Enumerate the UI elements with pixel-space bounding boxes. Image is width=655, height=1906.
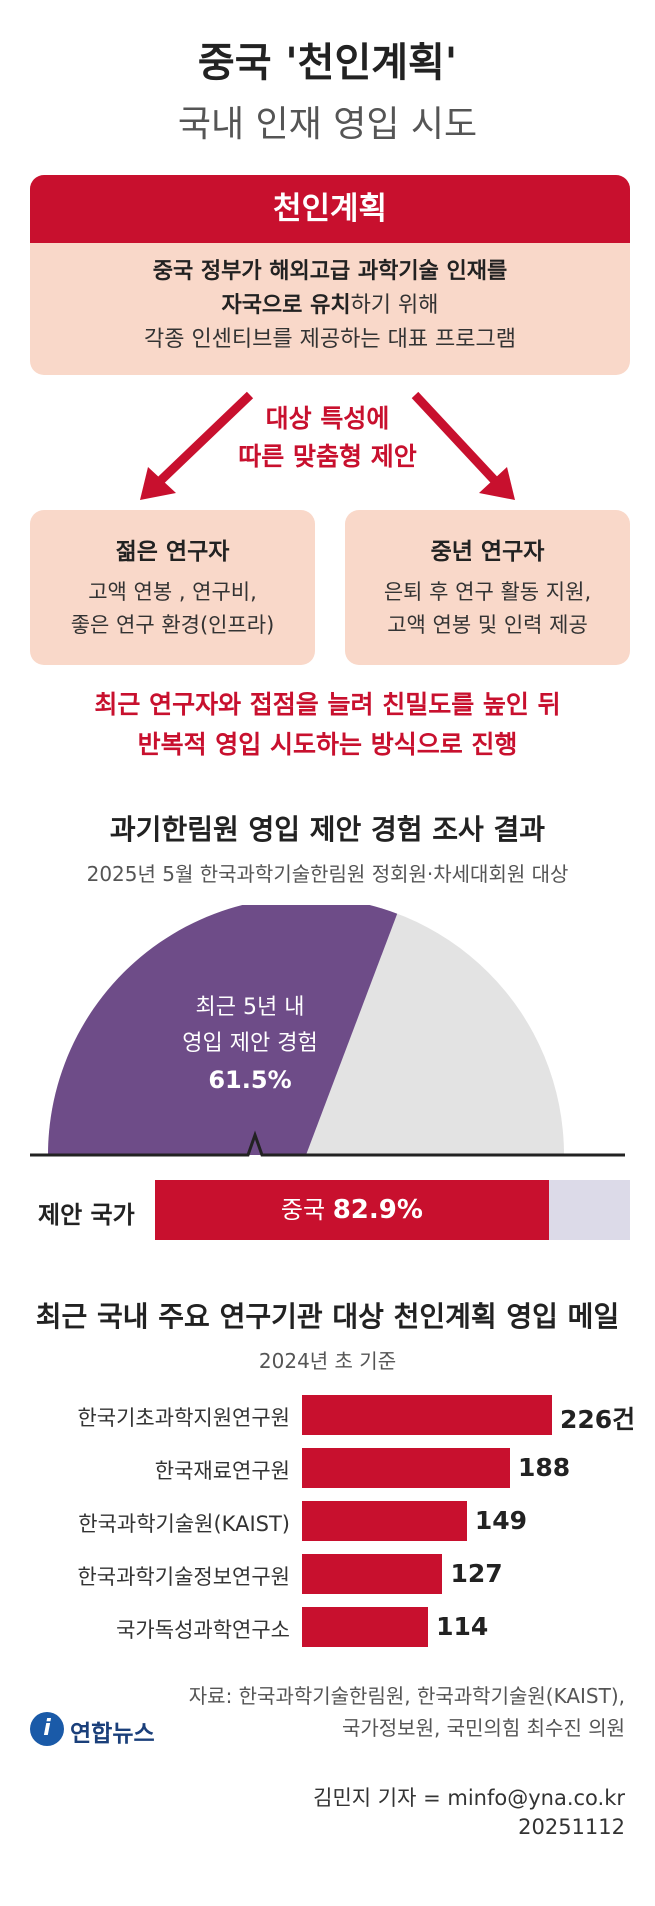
bar-category-label: 한국과학기술원(KAIST) <box>78 1512 290 1536</box>
survey-subtitle: 2025년 5월 한국과학기술한림원 정회원·차세대회원 대상 <box>86 862 569 886</box>
young-researcher-desc-1: 고액 연봉 , 연구비, <box>88 580 257 604</box>
country-label: 제안 국가 <box>38 1201 135 1229</box>
arrow-label-line-2: 따른 맞춤형 제안 <box>238 442 417 471</box>
bar-category-label: 국가독성과학연구소 <box>116 1618 290 1642</box>
young-researcher-desc: 고액 연봉 , 연구비, 좋은 연구 환경(인프라) <box>30 576 315 642</box>
country-name: 중국 <box>280 1196 326 1224</box>
arrow-label: 대상 특성에 따른 맞춤형 제안 <box>0 400 655 476</box>
country-pct: 82.9% <box>332 1195 423 1225</box>
left-arrow-icon <box>140 391 254 500</box>
bar-mark <box>302 1501 467 1541</box>
mail-chart-title: 최근 국내 주요 연구기관 대상 천인계획 영입 메일 <box>35 1300 620 1333</box>
young-researcher-desc-2: 좋은 연구 환경(인프라) <box>70 613 275 637</box>
definition-line-3: 각종 인센티브를 제공하는 대표 프로그램 <box>143 327 517 352</box>
split-arrows <box>140 391 515 500</box>
bar-mark <box>302 1607 429 1647</box>
bar-value-label: 127 <box>450 1559 503 1588</box>
country-bar-text: 중국 82.9% <box>155 1180 549 1240</box>
offer-semicircle-chart <box>30 905 625 1157</box>
reporter-credit: 김민지 기자 = minfo@yna.co.kr <box>313 1786 625 1810</box>
yonhap-logo-text: 연합뉴스 <box>70 1721 155 1747</box>
survey-title: 과기한림원 영입 제안 경험 조사 결과 <box>109 813 546 846</box>
midcareer-researcher-desc-1: 은퇴 후 연구 활동 지원, <box>383 580 592 604</box>
bar-mark <box>302 1554 443 1594</box>
definition-heading: 천인계획 <box>30 175 630 243</box>
offer-label-line-1: 최근 5년 내 <box>195 995 305 1020</box>
bar-value-label: 149 <box>474 1506 527 1535</box>
midcareer-researcher-desc-2: 고액 연봉 및 인력 제공 <box>387 613 588 637</box>
young-researcher-title: 젊은 연구자 <box>115 539 230 565</box>
definition-line-1: 중국 정부가 해외고급 과학기술 인재를 <box>152 259 508 284</box>
yonhap-logo-mark: i <box>43 1716 51 1741</box>
bar-value-label: 188 <box>517 1453 571 1482</box>
definition-line-2-rest: 하기 위해 <box>350 293 439 318</box>
offer-label-line-2: 영입 제안 경험 <box>182 1031 318 1056</box>
summary-text: 최근 연구자와 접점을 늘려 친밀도를 높인 뒤 반복적 영입 시도하는 방식으… <box>0 685 655 765</box>
publish-date: 20251112 <box>518 1815 625 1839</box>
bar-value-label: 226건 <box>560 1405 636 1434</box>
bar-mark <box>302 1448 510 1488</box>
offer-label: 최근 5년 내 영입 제안 경험 61.5% <box>150 990 350 1098</box>
page-title: 중국 '천인계획' <box>197 40 458 86</box>
midcareer-researcher-desc: 은퇴 후 연구 활동 지원, 고액 연봉 및 인력 제공 <box>345 576 630 642</box>
semicircle-offer <box>48 905 398 1155</box>
summary-line-2: 반복적 영입 시도하는 방식으로 진행 <box>137 730 518 759</box>
right-arrow-icon <box>411 391 515 500</box>
offer-pct: 61.5% <box>208 1066 292 1094</box>
mail-chart-subtitle: 2024년 초 기준 <box>258 1349 397 1373</box>
bar-mark <box>302 1395 552 1435</box>
source-line-2: 국가정보원, 국민의힘 최수진 의원 <box>341 1716 625 1740</box>
page-subtitle: 국내 인재 영입 시도 <box>177 104 478 145</box>
arrow-label-line-1: 대상 특성에 <box>265 404 390 433</box>
definition-box: 천인계획 중국 정부가 해외고급 과학기술 인재를 자국으로 유치하기 위해 각… <box>30 175 630 375</box>
baseline <box>30 1130 625 1157</box>
bar-category-label: 한국과학기술정보연구원 <box>77 1565 290 1589</box>
bar-category-label: 한국기초과학지원연구원 <box>77 1406 290 1430</box>
definition-line-2: 자국으로 유치하기 위해 <box>30 289 630 323</box>
young-researcher-box: 젊은 연구자 고액 연봉 , 연구비, 좋은 연구 환경(인프라) <box>30 510 315 665</box>
midcareer-researcher-box: 중년 연구자 은퇴 후 연구 활동 지원, 고액 연봉 및 인력 제공 <box>345 510 630 665</box>
bar-category-label: 한국재료연구원 <box>154 1459 290 1483</box>
bar-value-label: 114 <box>436 1612 489 1641</box>
yonhap-logo-icon <box>30 1712 64 1746</box>
midcareer-researcher-title: 중년 연구자 <box>430 539 545 565</box>
definition-line-2-bold: 자국으로 유치 <box>221 293 351 318</box>
source-line-1: 자료: 한국과학기술한림원, 한국과학기술원(KAIST), <box>188 1684 625 1708</box>
country-bar-china <box>155 1180 549 1240</box>
summary-line-1: 최근 연구자와 접점을 늘려 친밀도를 높인 뒤 <box>94 690 561 719</box>
